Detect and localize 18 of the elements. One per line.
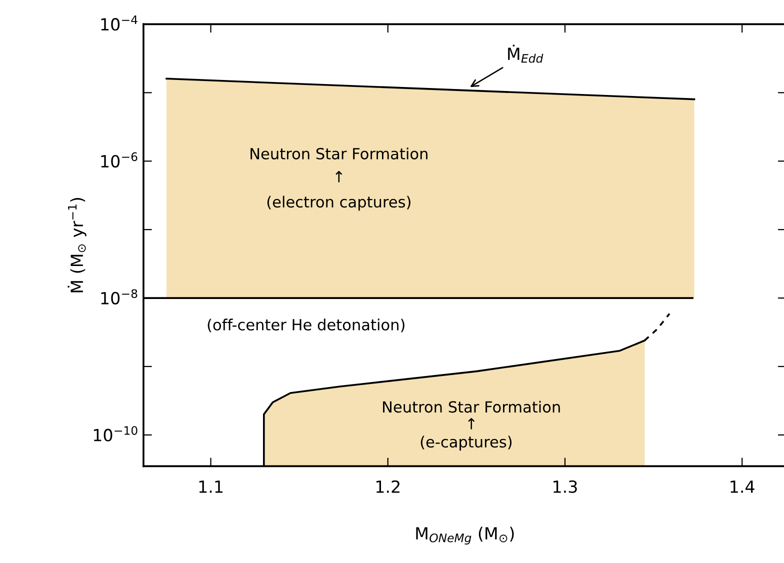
x-tick-label: 1.1: [199, 480, 222, 493]
y-tick-label: 10$^{−6}$: [101, 152, 138, 168]
x-tick-label: 1.3: [554, 480, 577, 493]
annotation: (off-center He detonation): [208, 318, 404, 332]
annotation: (e-captures): [420, 436, 512, 451]
annotation: ↑: [468, 418, 475, 430]
y-axis-title: Ṁ (M$_{⊙}$ yr$^{−1}$): [68, 198, 86, 292]
y-tick-label: 10$^{−4}$: [101, 16, 138, 31]
annotation: Neutron Star Formation: [250, 148, 428, 160]
annotation: Ṁ$_{Edd}$: [508, 44, 544, 63]
annotation: ↑: [336, 171, 342, 182]
annotation: (electron captures): [267, 196, 410, 211]
y-tick-label: 10$^{−10}$: [94, 426, 138, 442]
y-tick-label: 10$^{−8}$: [101, 289, 138, 304]
x-axis-title: M$_{ONeMg}$ (M$_{⊙}$): [416, 526, 514, 545]
annotation: Neutron Star Formation: [383, 400, 560, 413]
x-tick-label: 1.2: [376, 480, 400, 493]
x-tick-label: 1.4: [730, 480, 754, 493]
